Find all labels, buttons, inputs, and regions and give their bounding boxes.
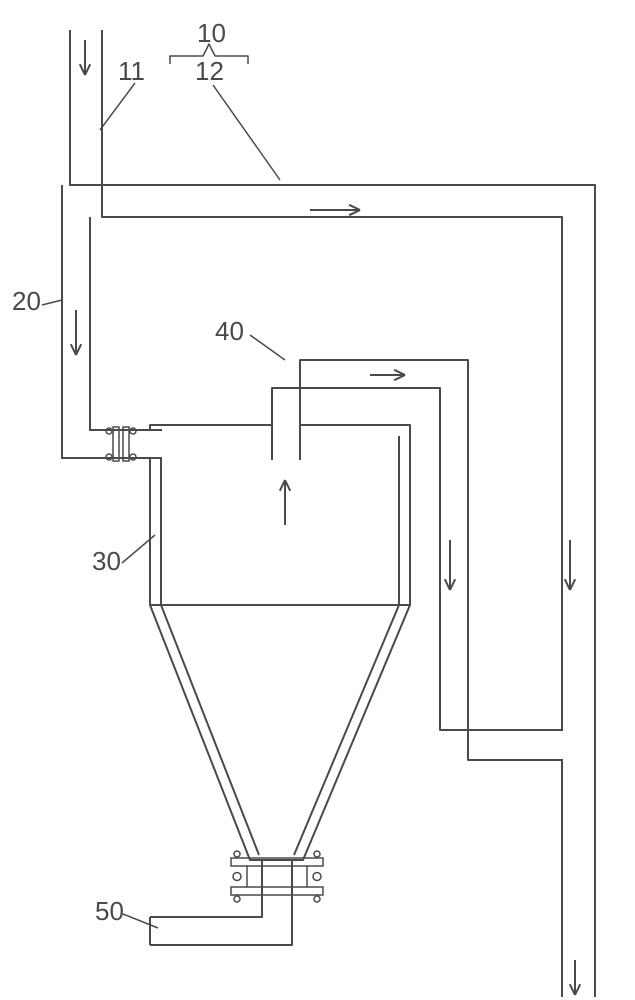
pipe-40-inner (272, 388, 562, 730)
pipe-40-outer (300, 360, 562, 760)
label-part50: 50 (95, 896, 124, 926)
label-part20: 20 (12, 286, 41, 316)
label-part11: 11 (118, 56, 145, 86)
label-part30: 30 (92, 546, 121, 576)
pipe-20-inner (90, 217, 162, 430)
main-pipe-inner (102, 217, 562, 997)
pipe-50-outer (150, 860, 292, 945)
diagram-canvas: 10 11 12 20 30 40 50 (0, 0, 635, 1000)
label-part40: 40 (215, 316, 244, 346)
label-part12: 12 (195, 56, 224, 86)
pipe-50-inner (150, 860, 262, 917)
label-group10: 10 (197, 18, 226, 48)
main-pipe-outer (70, 30, 595, 997)
